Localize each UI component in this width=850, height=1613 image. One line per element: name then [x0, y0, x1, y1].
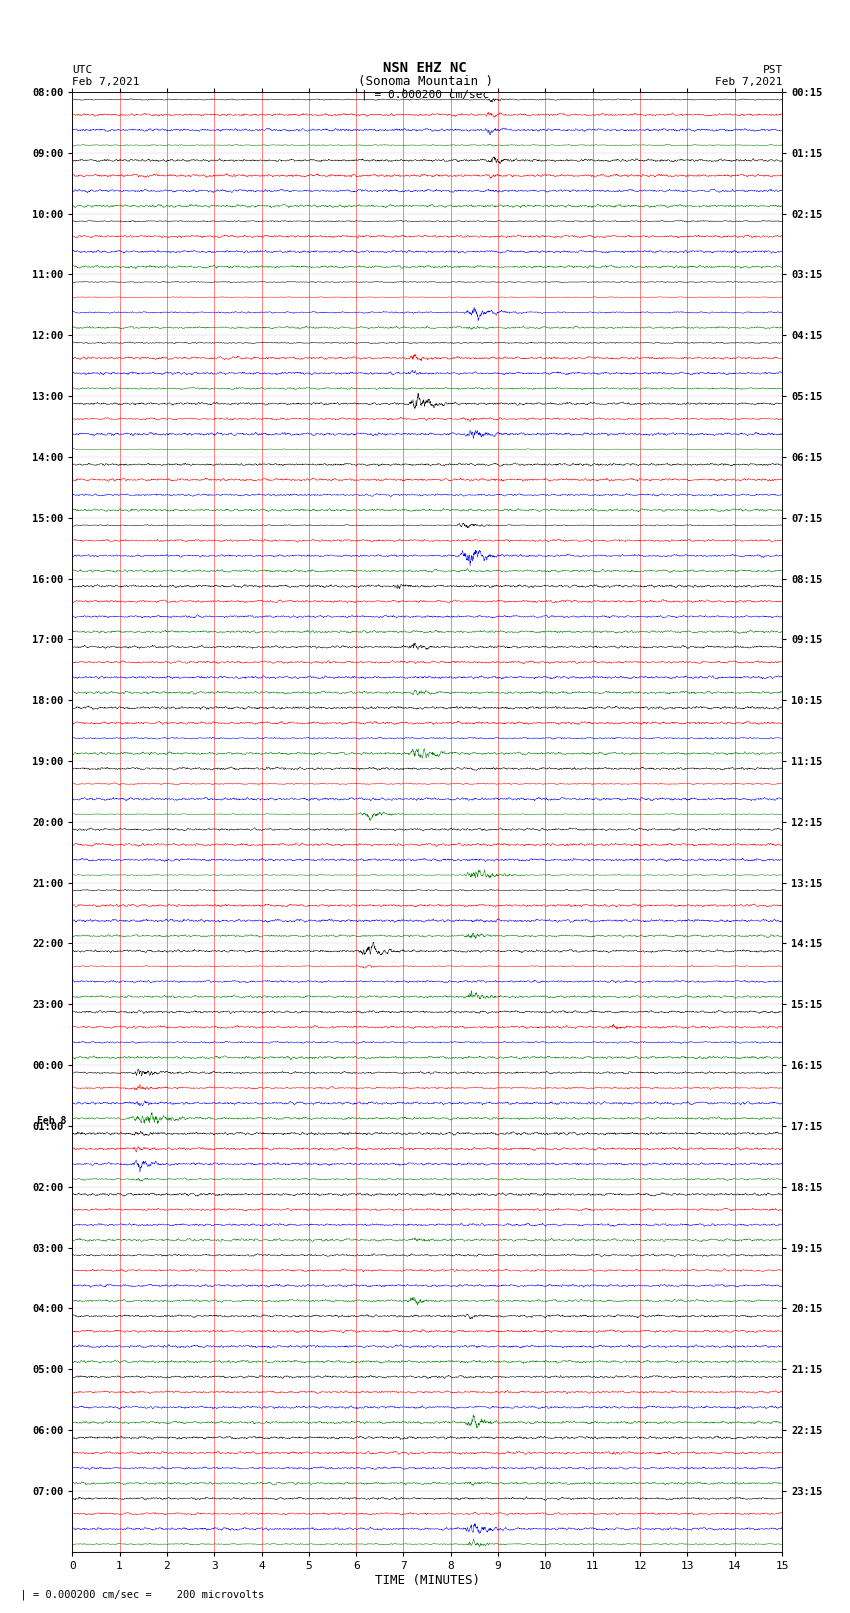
Text: NSN EHZ NC: NSN EHZ NC — [383, 61, 467, 76]
Text: UTC: UTC — [72, 65, 93, 76]
Text: Feb 8: Feb 8 — [37, 1116, 66, 1126]
X-axis label: TIME (MINUTES): TIME (MINUTES) — [375, 1574, 479, 1587]
Text: PST: PST — [762, 65, 783, 76]
Text: (Sonoma Mountain ): (Sonoma Mountain ) — [358, 74, 492, 87]
Text: | = 0.000200 cm/sec =    200 microvolts: | = 0.000200 cm/sec = 200 microvolts — [8, 1589, 264, 1600]
Text: Feb 7,2021: Feb 7,2021 — [716, 77, 783, 87]
Text: | = 0.000200 cm/sec: | = 0.000200 cm/sec — [361, 89, 489, 100]
Text: Feb 7,2021: Feb 7,2021 — [72, 77, 139, 87]
